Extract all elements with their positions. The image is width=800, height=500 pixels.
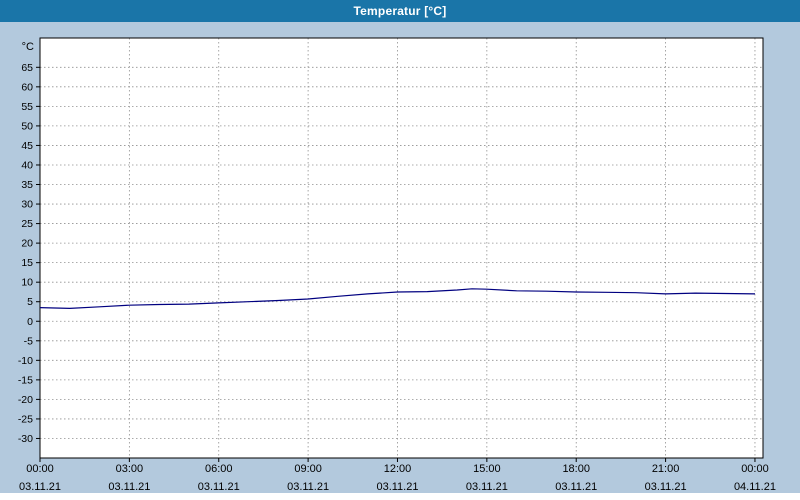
x-tick-time: 06:00 (205, 463, 233, 475)
y-tick-label: 30 (21, 199, 33, 211)
x-tick-date: 03.11.21 (376, 481, 418, 493)
y-tick-label: 40 (21, 159, 33, 171)
x-tick-date: 04.11.21 (734, 481, 776, 493)
x-tick-date: 03.11.21 (198, 481, 240, 493)
x-tick-time: 12:00 (384, 463, 412, 475)
x-tick-time: 15:00 (473, 463, 501, 475)
y-tick-label: 10 (21, 277, 33, 289)
y-tick-label: 65 (21, 62, 33, 74)
plot-background (40, 38, 763, 458)
y-tick-label: 20 (21, 238, 33, 250)
y-tick-label: 0 (27, 316, 33, 328)
y-tick-label: 45 (21, 140, 33, 152)
y-tick-label: -20 (18, 394, 33, 406)
y-tick-label: -15 (18, 374, 33, 386)
y-tick-label: 55 (21, 101, 33, 113)
x-tick-time: 00:00 (741, 463, 769, 475)
x-tick-time: 09:00 (294, 463, 322, 475)
y-tick-label: 15 (21, 257, 33, 269)
x-tick-date: 03.11.21 (19, 481, 61, 493)
x-tick-date: 03.11.21 (555, 481, 597, 493)
x-tick-date: 03.11.21 (108, 481, 150, 493)
y-tick-label: -25 (18, 413, 33, 425)
temperature-line (39, 288, 756, 309)
plot-border (39, 37, 764, 459)
x-tick-time: 18:00 (562, 463, 590, 475)
x-tick-date: 03.11.21 (645, 481, 687, 493)
y-tick-label: 5 (27, 296, 33, 308)
x-tick-time: 00:00 (26, 463, 54, 475)
y-axis-unit: °C (22, 41, 34, 53)
y-tick-label: 35 (21, 179, 33, 191)
x-tick-time: 21:00 (652, 463, 680, 475)
y-tick-label: 25 (21, 218, 33, 230)
chart-canvas: 65605550454035302520151050-5-10-15-20-25… (0, 37, 800, 500)
y-tick-label: 60 (21, 81, 33, 93)
y-tick-label: -5 (24, 335, 33, 347)
footer-strip (0, 493, 800, 500)
chart-title: Temperatur [°C] (353, 4, 447, 18)
y-tick-label: -30 (18, 433, 33, 445)
y-tick-label: -10 (18, 355, 33, 367)
y-tick-label: 50 (21, 120, 33, 132)
x-tick-date: 03.11.21 (466, 481, 508, 493)
x-tick-date: 03.11.21 (287, 481, 329, 493)
title-bar: Temperatur [°C] (0, 0, 800, 22)
x-tick-time: 03:00 (116, 463, 144, 475)
